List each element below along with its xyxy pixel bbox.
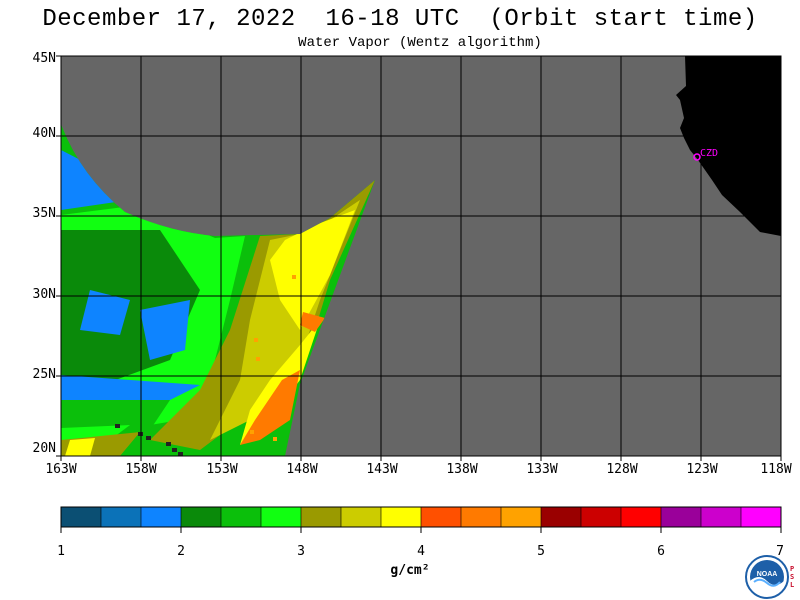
colorbar-swatch — [301, 507, 342, 527]
noaa-logo: NOAA — [745, 555, 789, 599]
island-chain — [178, 452, 183, 456]
lon-label: 148W — [286, 462, 318, 477]
lon-label: 158W — [125, 462, 157, 477]
lon-label: 123W — [686, 462, 718, 477]
band-2.33 — [61, 400, 170, 430]
lon-label: 133W — [526, 462, 558, 477]
colorbar-swatch — [541, 507, 582, 527]
noaa-logo-text: NOAA — [757, 571, 778, 578]
island-chain — [146, 436, 151, 440]
colorbar-swatch — [621, 507, 662, 527]
colorbar-swatch — [461, 507, 502, 527]
lon-label: 118W — [760, 462, 792, 477]
colorbar-swatch — [381, 507, 422, 527]
data-dot — [273, 437, 277, 441]
chart-subtitle: Water Vapor (Wentz algorithm) — [298, 35, 542, 51]
colorbar-tick-label: 4 — [417, 544, 425, 559]
lon-label: 163W — [45, 462, 77, 477]
colorbar-swatch — [141, 507, 182, 527]
colorbar-swatch — [61, 507, 102, 527]
colorbar-swatch — [261, 507, 302, 527]
colorbar-tick-label: 6 — [657, 544, 665, 559]
colorbar-swatch — [421, 507, 462, 527]
band-1.67 — [61, 375, 200, 405]
colorbar-swatch — [221, 507, 262, 527]
lat-label: 30N — [32, 287, 56, 302]
lat-label: 20N — [32, 441, 56, 456]
lat-label: 35N — [32, 206, 56, 221]
colorbar-tick-label: 3 — [297, 544, 305, 559]
station-label: CZD — [700, 148, 718, 159]
colorbar-swatch — [661, 507, 702, 527]
chart-title: December 17, 2022 16-18 UTC (Orbit start… — [42, 6, 758, 33]
band-1.67 — [80, 290, 130, 335]
colorbar-tick-label: 7 — [776, 544, 784, 559]
band-4.0 — [300, 312, 325, 332]
colorbar-tick-label: 2 — [177, 544, 185, 559]
lon-label: 153W — [206, 462, 238, 477]
station-marker — [693, 153, 701, 161]
lon-label: 128W — [606, 462, 638, 477]
colorbar-swatch — [701, 507, 742, 527]
north-america-land — [676, 56, 781, 236]
colorbar-swatch — [501, 507, 542, 527]
colorbar-swatch — [181, 507, 222, 527]
band-4.0 — [240, 370, 300, 445]
map-frame — [60, 55, 782, 457]
data-dot — [250, 430, 254, 434]
lat-label: 45N — [32, 51, 56, 66]
band-3.67 — [270, 210, 355, 330]
colorbar-tick-label: 5 — [537, 544, 545, 559]
colorbar-tick-label: 1 — [57, 544, 65, 559]
lon-label: 143W — [366, 462, 398, 477]
lat-label: 40N — [32, 126, 56, 141]
data-dot — [254, 338, 258, 342]
colorbar-swatch — [341, 507, 382, 527]
island-chain — [166, 442, 171, 446]
data-dot — [292, 275, 296, 279]
colorbar-swatch — [741, 507, 782, 527]
band-1.67 — [140, 300, 190, 360]
data-dot — [256, 357, 260, 361]
island-chain — [172, 448, 177, 452]
colorbar-units: g/cm² — [390, 563, 430, 578]
band-3.67 — [65, 438, 95, 456]
lat-label: 25N — [32, 367, 56, 382]
colorbar-swatch — [581, 507, 622, 527]
colorbar-swatch — [101, 507, 142, 527]
band-2.0 — [61, 230, 200, 400]
lon-label: 138W — [446, 462, 478, 477]
island-chain — [115, 424, 120, 428]
